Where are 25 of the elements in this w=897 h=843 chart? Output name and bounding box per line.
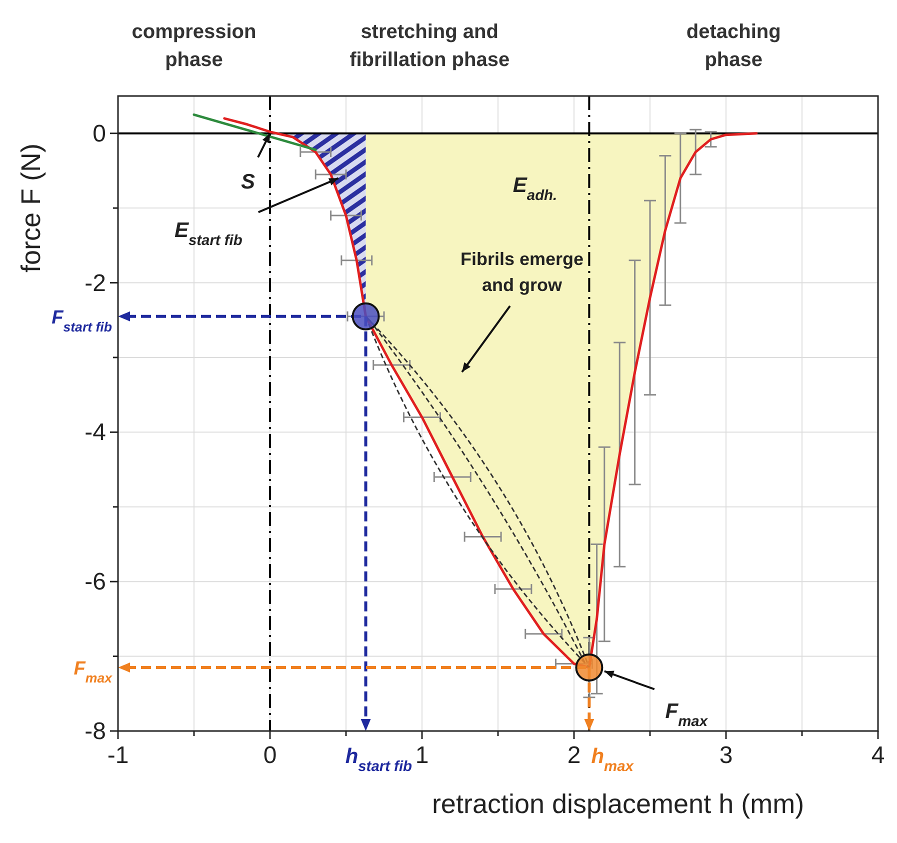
x-tick-label: 4: [871, 742, 885, 769]
text: detaching phase: [686, 21, 781, 71]
annotation: E$_{adh.}$: [512, 174, 558, 204]
ref-line-label: F$_{max}$: [74, 658, 113, 685]
annotation: Fibrils emerge and grow: [460, 249, 584, 295]
text: stretching and fibrillation phase: [350, 21, 510, 71]
y-tick-label: -6: [84, 568, 106, 596]
y-axis-title: force F (N): [16, 144, 46, 273]
text: compression phase: [132, 21, 256, 71]
annotation: F$_{max}$: [665, 700, 708, 730]
x-tick-label: 3: [719, 742, 733, 769]
y-tick-label: -4: [84, 419, 106, 446]
x-tick-label: 0: [263, 742, 277, 769]
ref-line-label: h$_{max}$: [591, 745, 634, 775]
ref-line-label: F$_{start fib}$: [52, 307, 112, 334]
ref-line-label: h$_{start fib}$: [345, 745, 412, 775]
x-tick-label: 1: [415, 742, 429, 769]
y-tick-label: 0: [92, 120, 106, 148]
annotation: S: [240, 170, 256, 194]
x-axis-title: retraction displacement h (mm): [432, 789, 804, 819]
x-tick-label: -1: [107, 742, 129, 769]
y-tick-label: -2: [84, 270, 106, 297]
x-tick-label: 2: [567, 742, 581, 769]
annotation: E$_{start fib}$: [174, 219, 242, 250]
y-tick-label: -8: [84, 718, 106, 745]
